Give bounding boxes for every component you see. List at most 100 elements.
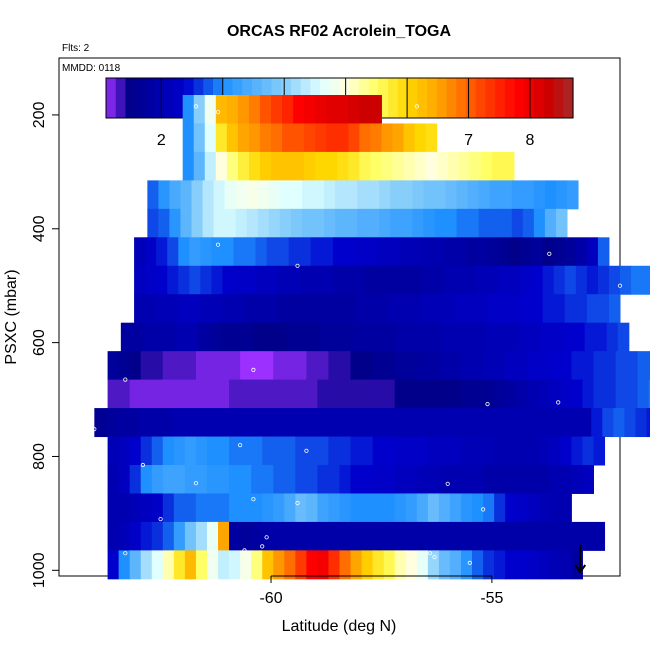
colorbar-swatch [135, 78, 146, 118]
heatmap-cell [237, 95, 250, 124]
heatmap-cell [354, 237, 367, 267]
heatmap-cell [405, 436, 418, 466]
flights-label: Flts: 2 [62, 43, 90, 54]
heatmap-cell [187, 322, 199, 352]
colorbar-swatch [436, 78, 448, 118]
heatmap-cell [211, 265, 223, 295]
heatmap-cell [538, 379, 550, 409]
heatmap-cell [483, 550, 495, 580]
heatmap-cell [438, 351, 451, 381]
heatmap-cell [317, 436, 329, 466]
heatmap-cell [226, 123, 239, 153]
heatmap-cell [237, 151, 250, 181]
heatmap-cell [377, 294, 389, 324]
heatmap-cell [173, 550, 186, 580]
heatmap-cell [489, 208, 502, 238]
heatmap-cell [167, 237, 179, 267]
heatmap-cell [304, 408, 316, 438]
heatmap-cell [182, 123, 195, 153]
heatmap-cell [178, 237, 190, 267]
heatmap-cell [317, 465, 329, 494]
heatmap-cell [410, 265, 422, 295]
heatmap-cell [118, 493, 131, 523]
heatmap-cell [244, 237, 257, 267]
heatmap-cell [412, 208, 424, 238]
sample-point [304, 448, 309, 453]
heatmap-cell [354, 265, 367, 295]
heatmap-cell [313, 180, 325, 210]
heatmap-cell [332, 237, 345, 267]
heatmap-cell [383, 521, 396, 551]
heatmap-cell [288, 237, 301, 267]
heatmap-cell [427, 521, 440, 551]
sample-point [480, 507, 486, 512]
heatmap-cell [392, 123, 405, 153]
heatmap-cell [215, 408, 228, 438]
heatmap-cell [350, 521, 363, 551]
heatmap-cell [193, 408, 206, 438]
heatmap-cell [218, 436, 230, 466]
colorbar-tick-label: 7 [464, 132, 473, 149]
heatmap-cell [487, 294, 500, 324]
heatmap-cell [399, 237, 411, 267]
heatmap-cell [416, 351, 429, 381]
heatmap-cell [483, 436, 495, 466]
y-axis-label: PSXC (mbar) [3, 269, 20, 364]
heatmap-cell [284, 351, 296, 381]
sample-point [295, 263, 300, 268]
sample-point [92, 426, 97, 432]
heatmap-cell [337, 95, 349, 124]
heatmap-cell [582, 351, 594, 381]
heatmap-cell [540, 322, 553, 352]
heatmap-cell [346, 180, 358, 210]
heatmap-cell [284, 493, 296, 523]
heatmap-cell [372, 351, 385, 381]
heatmap-cell [359, 151, 371, 181]
heatmap-cell [324, 208, 336, 238]
heatmap-cell [500, 180, 513, 210]
heatmap-cell [215, 151, 228, 181]
heatmap-cell [193, 151, 206, 181]
heatmap-cell [414, 408, 427, 438]
heatmap-cell [321, 237, 334, 267]
heatmap-cell [140, 550, 153, 580]
heatmap-cell [158, 180, 170, 210]
sample-point [193, 481, 198, 486]
colorbar-tick-label: 8 [526, 132, 535, 149]
heatmap-cell [242, 322, 254, 352]
heatmap-cell [206, 521, 219, 551]
heatmap-cell [410, 237, 422, 267]
heatmap-cell [200, 294, 212, 324]
heatmap-cell [266, 237, 279, 267]
heatmap-cell [538, 351, 550, 381]
heatmap-cell [593, 521, 606, 551]
heatmap-cell [251, 521, 263, 551]
heatmap-cell [206, 493, 219, 523]
heatmap-cell [335, 208, 347, 238]
heatmap-cell [140, 436, 153, 466]
heatmap-cell [560, 493, 572, 523]
heatmap-cell [606, 322, 619, 352]
heatmap-cell [502, 408, 515, 438]
heatmap-cell [438, 493, 451, 523]
heatmap-cell [487, 237, 500, 267]
heatmap-cell [195, 493, 208, 523]
heatmap-cell [195, 351, 208, 381]
heatmap-cell [293, 95, 305, 124]
sample-points [92, 104, 623, 566]
heatmap-cell [513, 408, 526, 438]
heatmap-cell [259, 95, 272, 124]
heatmap-cell [315, 151, 327, 181]
heatmap-cell [520, 237, 533, 267]
heatmap-cell [571, 465, 583, 494]
heatmap-cell [240, 493, 252, 523]
heatmap-cell [326, 95, 338, 124]
heatmap-cell [533, 208, 546, 238]
colorbar-swatch [106, 78, 117, 118]
heatmap-cell [184, 493, 197, 523]
heatmap-cell [193, 123, 206, 153]
heatmap-cell [505, 465, 517, 494]
heatmap-cell [204, 95, 217, 124]
heatmap-cell [637, 351, 650, 381]
heatmap-cell [509, 294, 522, 324]
